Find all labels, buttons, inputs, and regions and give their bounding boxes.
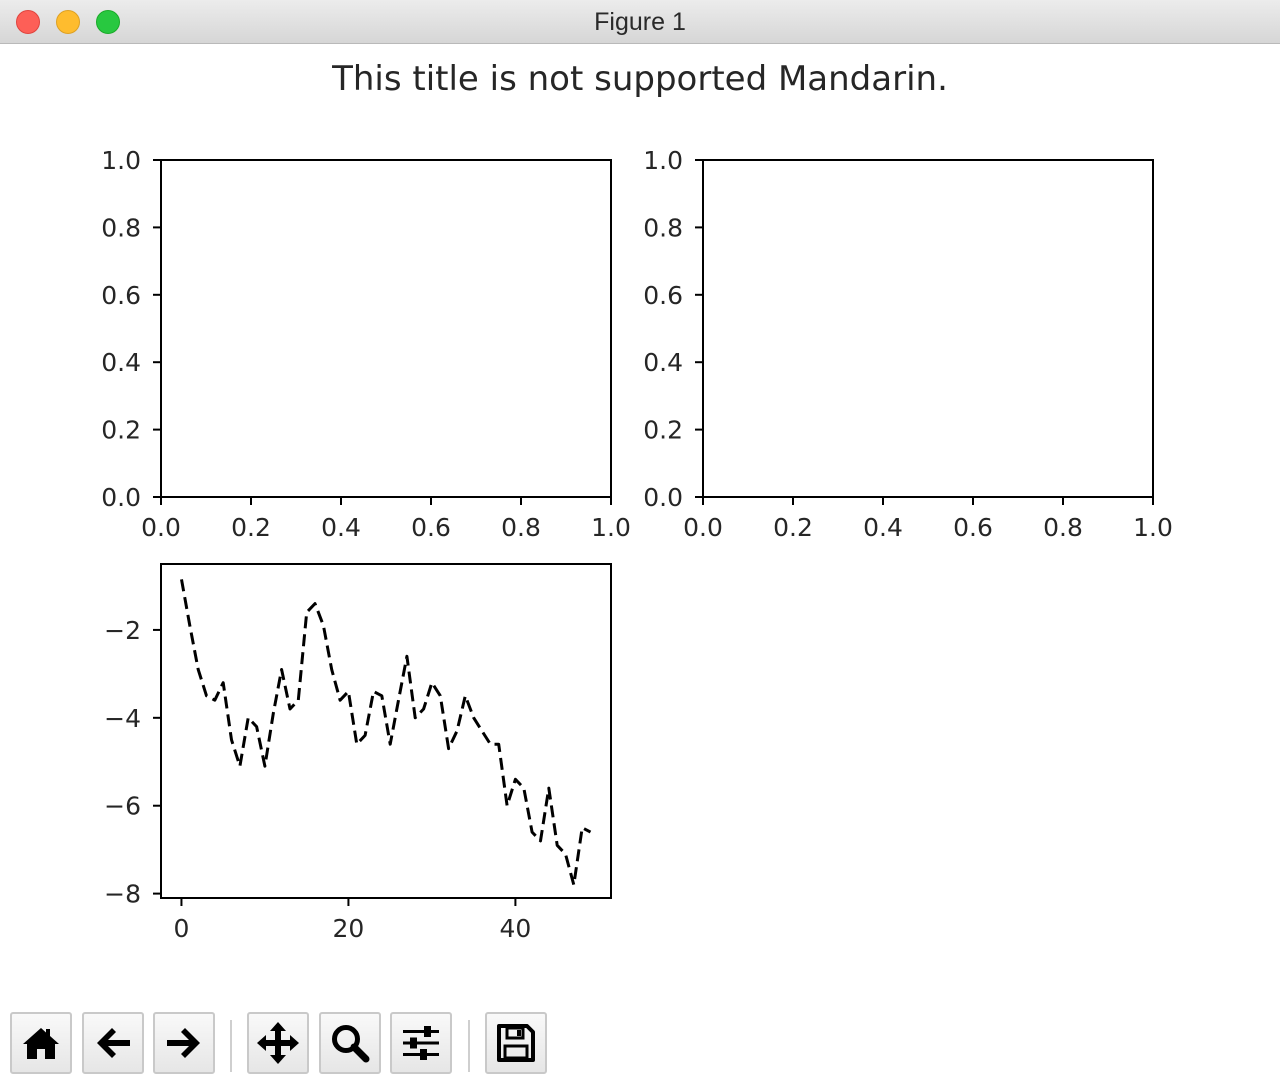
x-tick-label: 40 xyxy=(500,914,532,943)
x-tick-label: 0.0 xyxy=(683,513,723,542)
x-tick-label: 1.0 xyxy=(591,513,631,542)
x-tick-label: 0.8 xyxy=(1043,513,1083,542)
y-tick-label: 0.0 xyxy=(101,483,141,512)
arrow-right-icon xyxy=(167,1028,200,1058)
x-tick-label: 0.0 xyxy=(141,513,181,542)
save-button[interactable] xyxy=(485,1012,547,1074)
axes-frame-1 xyxy=(160,159,612,498)
y-tick-label: 1.0 xyxy=(643,146,683,175)
y-tick-label: 0.0 xyxy=(643,483,683,512)
forward-button[interactable] xyxy=(153,1012,215,1074)
x-tick-label: 0.8 xyxy=(501,513,541,542)
x-tick-label: 20 xyxy=(333,914,365,943)
close-window-button[interactable] xyxy=(16,10,40,34)
minimize-window-button[interactable] xyxy=(56,10,80,34)
axes-frame-2 xyxy=(702,159,1154,498)
y-tick-label: 0.2 xyxy=(643,416,683,445)
zoom-button[interactable] xyxy=(319,1012,381,1074)
arrow-left-icon xyxy=(97,1028,130,1058)
navigation-toolbar xyxy=(0,1004,1280,1088)
x-tick-label: 0.6 xyxy=(953,513,993,542)
axes-frame-3 xyxy=(160,563,612,899)
home-button[interactable] xyxy=(10,1012,72,1074)
x-tick-label: 0 xyxy=(174,914,190,943)
x-tick-label: 0.4 xyxy=(863,513,903,542)
y-tick-label: −8 xyxy=(104,880,141,909)
y-tick-label: 0.6 xyxy=(643,281,683,310)
toolbar-separator xyxy=(468,1020,470,1072)
sliders-icon xyxy=(403,1026,439,1060)
y-tick-label: 0.8 xyxy=(643,213,683,242)
y-tick-label: −6 xyxy=(104,792,141,821)
y-tick-label: 0.4 xyxy=(101,348,141,377)
figure-suptitle: This title is not supported Mandarin. xyxy=(331,59,948,99)
dashed-series-line xyxy=(180,579,592,887)
home-icon xyxy=(23,1028,59,1059)
floppy-disk-icon xyxy=(497,1024,535,1062)
x-tick-label: 0.6 xyxy=(411,513,451,542)
title-bar: Figure 1 xyxy=(0,0,1280,44)
x-tick-label: 0.4 xyxy=(321,513,361,542)
x-tick-label: 1.0 xyxy=(1133,513,1173,542)
pan-button[interactable] xyxy=(247,1012,309,1074)
y-tick-label: −2 xyxy=(104,616,141,645)
x-tick-label: 0.2 xyxy=(773,513,813,542)
move-arrows-icon xyxy=(257,1022,299,1064)
figure-svg: This title is not supported Mandarin. 0.… xyxy=(101,59,1173,943)
y-tick-label: −4 xyxy=(104,704,141,733)
zoom-window-button[interactable] xyxy=(96,10,120,34)
x-tick-label: 0.2 xyxy=(231,513,271,542)
y-tick-label: 0.8 xyxy=(101,213,141,242)
configure-subplots-button[interactable] xyxy=(390,1012,452,1074)
window-title: Figure 1 xyxy=(594,8,686,36)
toolbar-separator xyxy=(230,1020,232,1072)
magnifier-icon xyxy=(332,1025,370,1063)
y-tick-label: 1.0 xyxy=(101,146,141,175)
back-button[interactable] xyxy=(82,1012,144,1074)
y-tick-label: 0.2 xyxy=(101,416,141,445)
figure-canvas[interactable]: This title is not supported Mandarin. 0.… xyxy=(0,44,1280,1004)
y-tick-label: 0.6 xyxy=(101,281,141,310)
y-tick-label: 0.4 xyxy=(643,348,683,377)
